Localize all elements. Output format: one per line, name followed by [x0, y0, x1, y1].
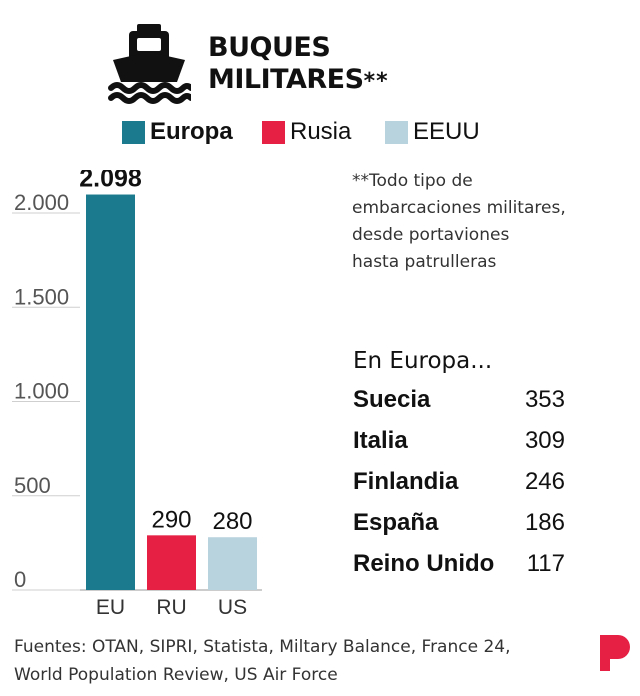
europe-country: Italia — [353, 427, 408, 454]
europe-country: Finlandia — [353, 468, 459, 495]
legend-label-eeuu: EEUU — [413, 118, 480, 145]
footnote-line: **Todo tipo de — [352, 171, 473, 191]
legend-item-europa: Europa — [122, 118, 233, 146]
brand-logo — [600, 635, 630, 671]
data-label: 280 — [212, 508, 252, 535]
legend-swatch-europa — [122, 120, 145, 144]
data-label: 2.098 — [79, 170, 142, 193]
legend-item-rusia: Rusia — [262, 118, 351, 146]
chart-title-line2: MILITARES** — [208, 64, 389, 98]
footnote-line: embarcaciones militares, — [352, 198, 566, 218]
footnote: **Todo tipo de embarcaciones militares, … — [352, 168, 622, 276]
europe-value: 353 — [524, 386, 565, 413]
bar-eu — [86, 194, 135, 590]
europe-row: Finlandia 246 — [353, 466, 565, 498]
sources-line: Fuentes: OTAN, SIPRI, Statista, Miltary … — [14, 637, 511, 657]
ship-icon — [108, 24, 191, 104]
footnote-line: hasta patrulleras — [352, 252, 497, 272]
sources-line: World Population Review, US Air Force — [14, 665, 338, 685]
europe-value: 309 — [524, 427, 565, 454]
y-tick-label: 1.000 — [14, 379, 69, 404]
bar-ru — [147, 535, 196, 590]
bar-us — [208, 537, 257, 590]
chart-title-line1: BUQUES — [208, 32, 331, 63]
x-tick-label: US — [218, 596, 247, 619]
legend-label-rusia: Rusia — [290, 118, 352, 145]
data-label: 290 — [151, 506, 191, 533]
europe-row: Italia 309 — [353, 425, 565, 457]
europe-title: En Europa... — [353, 348, 493, 374]
chart-title-text: MILITARES — [208, 64, 364, 95]
y-tick-label: 500 — [14, 473, 51, 498]
europe-value: 117 — [526, 550, 565, 577]
europe-value: 186 — [524, 509, 565, 536]
footnote-line: desde portaviones — [352, 225, 510, 245]
x-tick-label: EU — [96, 596, 125, 619]
y-tick-label: 2.000 — [14, 190, 69, 215]
legend-swatch-eeuu — [385, 120, 408, 144]
europe-row: Reino Unido 117 — [353, 548, 565, 580]
europe-country: España — [353, 509, 439, 536]
legend-item-eeuu: EEUU — [385, 118, 480, 146]
europe-value: 246 — [524, 468, 565, 495]
chart-title-mark: ** — [363, 69, 389, 94]
europe-country: Reino Unido — [353, 550, 495, 577]
bar-chart: 0 500 1.000 1.500 2.000 2.098 EU 290 RU 280 US — [12, 170, 262, 619]
europe-country: Suecia — [353, 386, 431, 413]
x-tick-label: RU — [156, 596, 186, 619]
europe-row: Suecia 353 — [353, 384, 565, 416]
y-tick-label: 0 — [14, 567, 26, 592]
legend-label-europa: Europa — [150, 118, 233, 145]
sources-footer: Fuentes: OTAN, SIPRI, Statista, Miltary … — [14, 633, 584, 689]
legend-swatch-rusia — [262, 120, 285, 144]
y-tick-label: 1.500 — [14, 284, 69, 309]
europe-row: España 186 — [353, 507, 565, 539]
